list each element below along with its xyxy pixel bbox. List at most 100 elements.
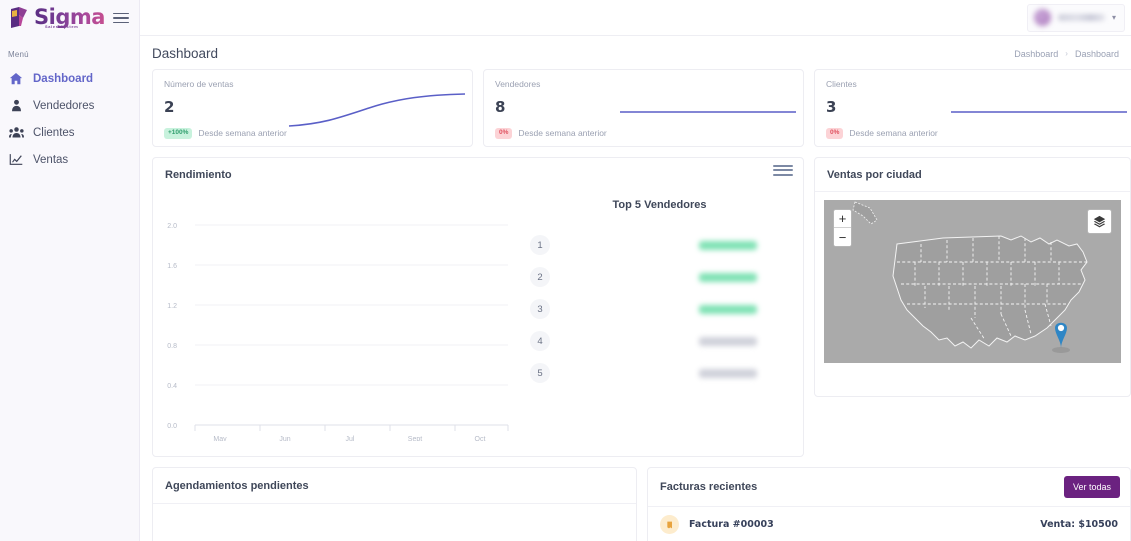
list-item[interactable]: 5 [516, 357, 803, 389]
sparkline-chart [951, 111, 1127, 113]
map-zoom-out-button[interactable]: − [834, 228, 851, 246]
brand-text: Sigma Sales System [34, 6, 107, 29]
sidebar-item-label: Dashboard [33, 72, 94, 85]
bottom-row: Agendamientos pendientes Facturas recien… [152, 467, 1131, 541]
user-avatar [1034, 9, 1051, 26]
rank-number: 5 [530, 363, 550, 383]
home-icon [8, 71, 24, 87]
x-tick-label: Oct [475, 436, 486, 441]
rank-number: 3 [530, 299, 550, 319]
line-chart-svg: 2.0 1.6 1.2 0.8 0.4 0.0 [167, 223, 509, 443]
seller-value [699, 336, 757, 346]
stat-card-numero-de-ventas: Número de ventas 2 +100% Desde semana an… [152, 69, 473, 147]
brand-tagline: Sales System [45, 24, 79, 29]
stat-subtext: Desde semana anterior [849, 128, 938, 139]
y-tick-label: 0.8 [167, 343, 177, 350]
stat-footer: 0% Desde semana anterior [495, 128, 792, 139]
map-pin-icon [1052, 322, 1070, 353]
sidebar-item-label: Vendedores [33, 99, 95, 112]
map-layers-button[interactable] [1087, 209, 1112, 234]
brand-name: Sigma [34, 6, 107, 28]
sigma-leaf-logo-icon [8, 6, 30, 30]
chart-menu-hamburger-icon[interactable] [773, 162, 793, 178]
sidebar-item-ventas[interactable]: Ventas [0, 146, 139, 173]
list-item[interactable]: 2 [516, 261, 803, 293]
user-tie-icon [8, 98, 24, 114]
x-tick-label: May [213, 436, 227, 441]
seller-value [699, 272, 757, 282]
y-tick-label: 0.4 [167, 383, 177, 390]
sidebar-item-clientes[interactable]: Clientes [0, 119, 139, 146]
map-title: Ventas por ciudad [815, 158, 1130, 192]
sidebar-section-label: Menú [8, 50, 29, 59]
user-name-label [1058, 14, 1105, 21]
page-header: Dashboard Dashboard › Dashboard [140, 36, 1131, 69]
view-all-invoices-button[interactable]: Ver todas [1063, 476, 1120, 498]
sidebar-toggle-hamburger-icon[interactable] [111, 8, 131, 28]
user-menu-button[interactable]: ▾ [1027, 3, 1125, 32]
middle-row: Rendimiento [152, 157, 1131, 457]
map-canvas[interactable]: + − [824, 200, 1121, 363]
chart-line-icon [8, 152, 24, 168]
invoice-name: Factura #00003 [689, 519, 774, 530]
recent-invoices-card: Facturas recientes Ver todas Factura #00… [647, 467, 1131, 541]
invoice-icon [660, 515, 679, 534]
sparkline-chart [620, 111, 796, 113]
recent-invoices-header: Facturas recientes Ver todas [648, 468, 1130, 507]
list-item[interactable]: 1 [516, 229, 803, 261]
breadcrumb-separator: › [1065, 49, 1068, 58]
status-badge: 0% [495, 128, 513, 139]
pending-scheduling-title: Agendamientos pendientes [153, 468, 636, 504]
table-row[interactable]: Factura #00003 Venta: $10500 [648, 507, 1130, 534]
pending-scheduling-card: Agendamientos pendientes [152, 467, 637, 541]
status-badge: +100% [164, 128, 193, 139]
list-item[interactable]: 4 [516, 325, 803, 357]
seller-value [699, 368, 757, 378]
performance-title: Rendimiento [165, 169, 232, 181]
map-zoom-in-button[interactable]: + [834, 210, 851, 228]
invoice-amount: Venta: $10500 [1040, 519, 1118, 530]
sidebar-item-dashboard[interactable]: Dashboard [0, 65, 139, 92]
sidebar-item-label: Ventas [33, 153, 69, 166]
sparkline-chart [288, 93, 466, 127]
sidebar-item-vendedores[interactable]: Vendedores [0, 92, 139, 119]
rank-number: 4 [530, 331, 550, 351]
stat-label: Clientes [826, 79, 857, 89]
y-tick-label: 0.0 [167, 423, 177, 430]
x-tick-label: Jul [346, 436, 355, 441]
dashboard-content: Número de ventas 2 +100% Desde semana an… [140, 69, 1131, 541]
main-area: ▾ Dashboard Dashboard › Dashboard Número… [140, 0, 1131, 541]
stat-card-vendedores: Vendedores 8 0% Desde semana anterior [483, 69, 804, 147]
topbar: ▾ [140, 0, 1131, 36]
breadcrumb-item-root[interactable]: Dashboard [1014, 48, 1059, 59]
x-tick-label: Sept [408, 436, 422, 441]
sales-by-city-card: Ventas por ciudad [814, 157, 1131, 397]
stat-card-clientes: Clientes 3 0% Desde semana anterior [814, 69, 1131, 147]
sidebar-item-label: Clientes [33, 126, 75, 139]
map-zoom-controls[interactable]: + − [833, 209, 852, 247]
sidebar: Sigma Sales System Menú Dashboard Vended… [0, 0, 140, 541]
stat-footer: +100% Desde semana anterior [164, 128, 461, 139]
us-map-svg [852, 201, 1088, 353]
stat-label: Vendedores [495, 79, 541, 89]
performance-chart: 2.0 1.6 1.2 0.8 0.4 0.0 [153, 191, 516, 446]
stat-subtext: Desde semana anterior [198, 128, 287, 139]
stat-cards-row: Número de ventas 2 +100% Desde semana an… [152, 69, 1131, 147]
stat-label: Número de ventas [164, 79, 234, 89]
layers-icon [1093, 215, 1106, 228]
users-icon [8, 125, 24, 141]
seller-value [699, 240, 757, 250]
y-tick-label: 1.6 [167, 263, 177, 270]
rank-number: 1 [530, 235, 550, 255]
stat-value: 8 [495, 98, 506, 116]
chevron-down-icon: ▾ [1111, 13, 1116, 22]
page-title: Dashboard [152, 46, 219, 61]
performance-card: Rendimiento [152, 157, 804, 457]
list-item[interactable]: 3 [516, 293, 803, 325]
stat-value: 3 [826, 98, 837, 116]
stat-value: 2 [164, 98, 175, 116]
stat-footer: 0% Desde semana anterior [826, 128, 1123, 139]
top-sellers-panel: Top 5 Vendedores 1 2 [516, 191, 803, 446]
x-tick-label: Jun [279, 436, 290, 441]
